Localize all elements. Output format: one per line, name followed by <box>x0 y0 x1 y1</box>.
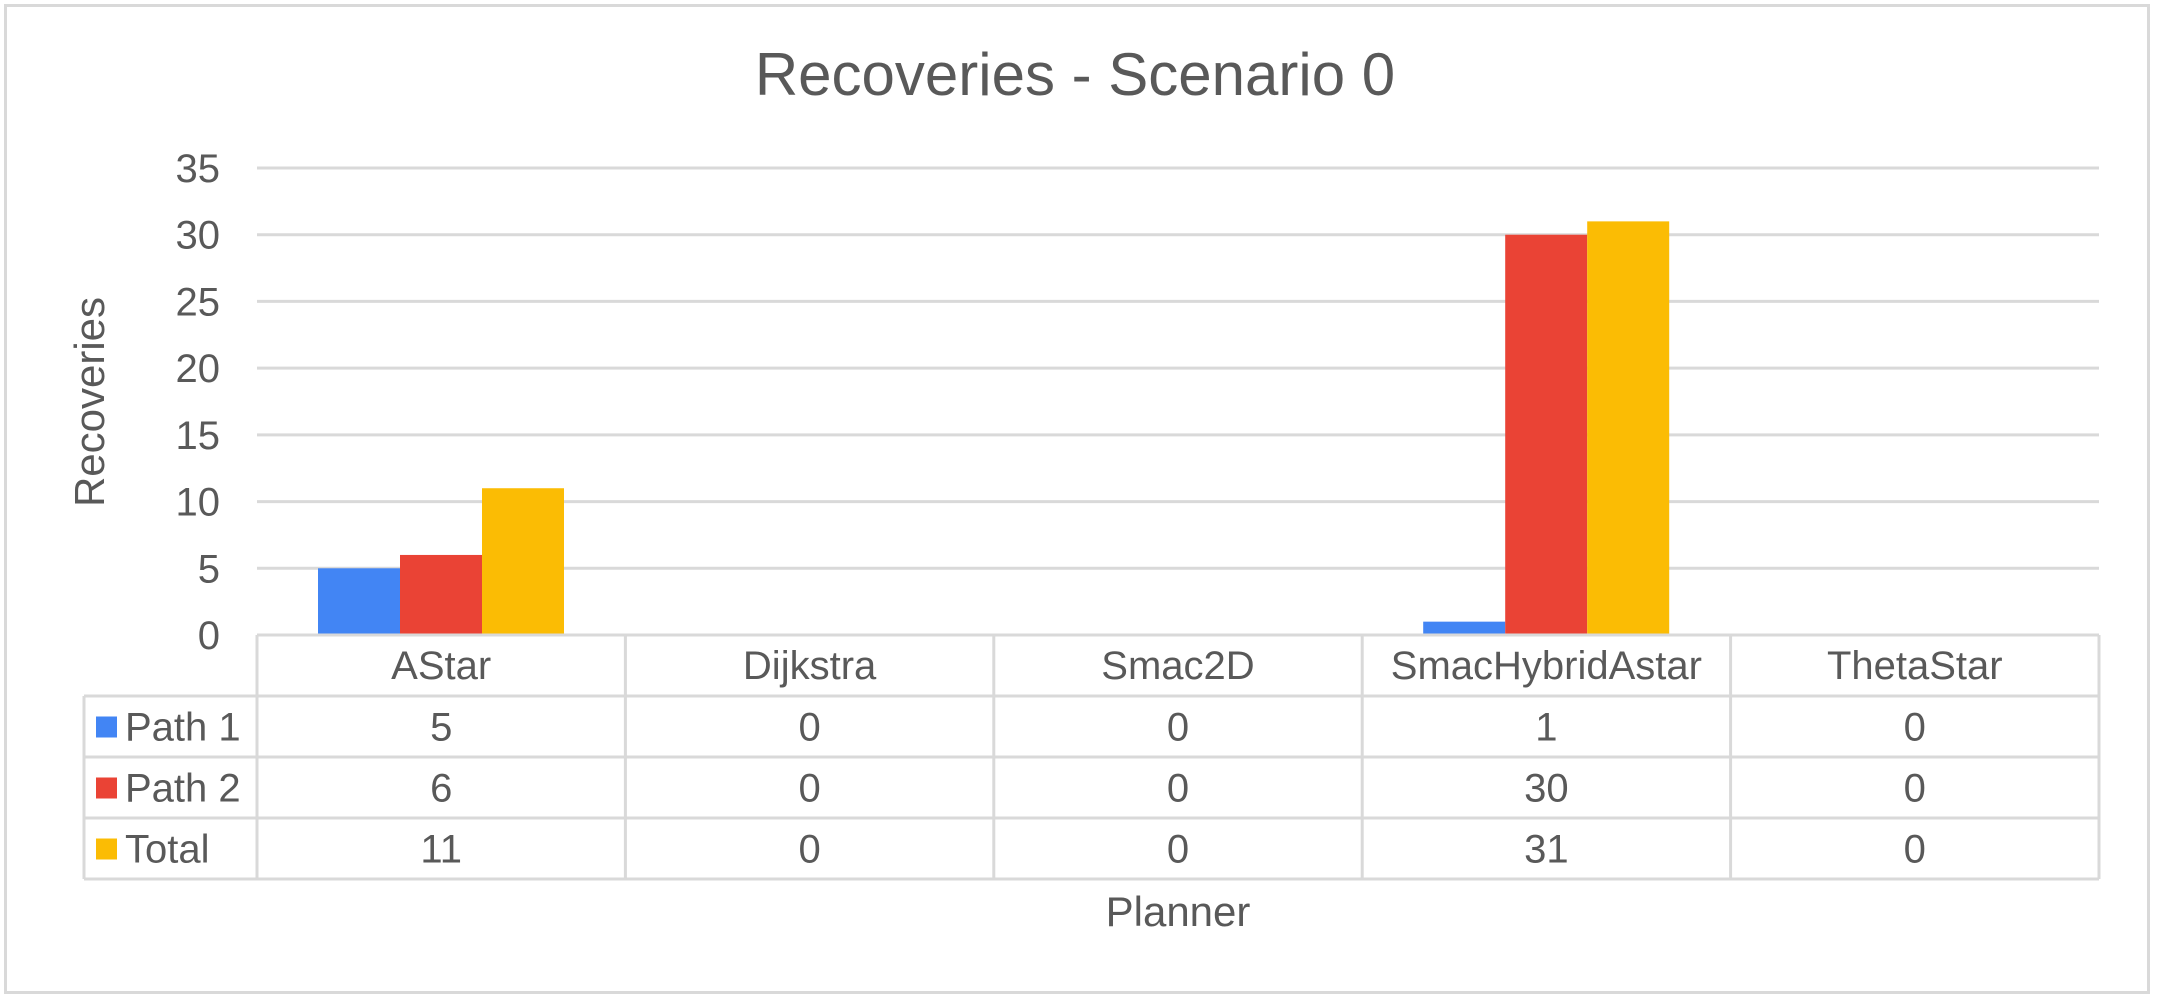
table-cell: 0 <box>798 767 820 811</box>
bar <box>1505 234 1588 635</box>
y-tick-label: 5 <box>198 547 220 591</box>
legend-key <box>96 716 117 738</box>
table-cell: 0 <box>1167 767 1189 811</box>
y-tick-label: 25 <box>176 280 221 324</box>
category-label: Dijkstra <box>743 644 877 688</box>
legend-key <box>96 838 117 860</box>
y-axis-label: Recoveries <box>66 297 113 507</box>
legend-key <box>96 777 117 799</box>
bars <box>318 221 1670 635</box>
table-cell: 0 <box>798 706 820 750</box>
category-label: Smac2D <box>1101 644 1254 688</box>
table-cell: 5 <box>430 706 452 750</box>
bar <box>400 554 482 635</box>
y-tick-label: 30 <box>176 214 221 258</box>
table-cell: 0 <box>1904 828 1926 872</box>
category-label: AStar <box>391 644 491 688</box>
bar <box>318 568 400 635</box>
y-tick-label: 20 <box>176 347 221 391</box>
category-label: SmacHybridAstar <box>1391 644 1702 688</box>
series-name: Path 1 <box>125 706 241 750</box>
y-tick-labels: 0 5 10 15 20 25 30 35 <box>176 147 221 658</box>
category-label: ThetaStar <box>1827 644 2003 688</box>
bar <box>1587 221 1670 635</box>
bar <box>482 488 564 635</box>
table-cell: 0 <box>798 828 820 872</box>
bar <box>1423 621 1506 635</box>
table-cell: 0 <box>1904 767 1926 811</box>
series-name: Path 2 <box>125 767 241 811</box>
data-table: AStar Dijkstra Smac2D SmacHybridAstar ThetaS… <box>82 633 2101 881</box>
table-cell: 0 <box>1167 706 1189 750</box>
table-cell: 30 <box>1524 767 1569 811</box>
table-cell: 6 <box>430 767 452 811</box>
table-cell: 0 <box>1904 706 1926 750</box>
chart-title: Recoveries - Scenario 0 <box>755 41 1395 108</box>
x-axis-label: Planner <box>1106 888 1251 935</box>
table-cell: 0 <box>1167 828 1189 872</box>
table-cell: 31 <box>1524 828 1569 872</box>
table-cell: 1 <box>1535 706 1557 750</box>
y-tick-label: 0 <box>198 614 220 658</box>
table-cell: 11 <box>420 828 462 872</box>
y-tick-label: 35 <box>176 147 221 191</box>
series-name: Total <box>125 828 210 872</box>
y-tick-label: 10 <box>176 481 221 525</box>
y-tick-label: 15 <box>176 414 221 458</box>
